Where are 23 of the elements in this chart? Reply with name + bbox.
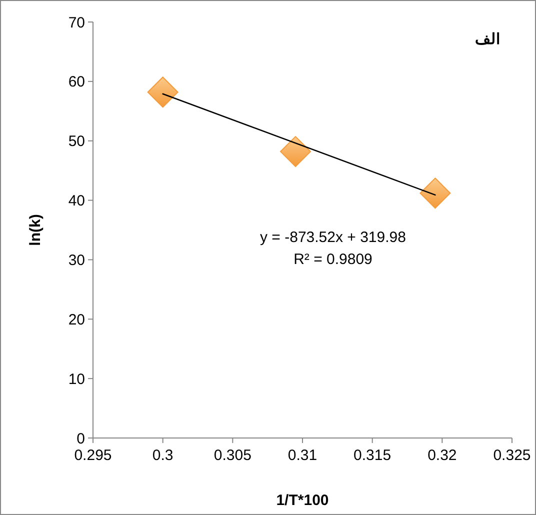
x-axis-title: 1/T*100 [276, 492, 329, 509]
point [420, 178, 451, 209]
text: الف [475, 31, 500, 48]
y-axis-title: ln(k) [27, 214, 44, 246]
y-tick-label: 0 [76, 430, 85, 448]
x-tick-label: 0.315 [354, 447, 392, 464]
x-tick-label: 0.305 [214, 447, 252, 464]
x-tick-label: 0.31 [288, 447, 318, 464]
y-tick-label: 70 [68, 14, 85, 32]
x-tick-label: 0.325 [493, 447, 531, 464]
y-tick-label: 20 [68, 311, 85, 328]
y-tick-label: 60 [68, 74, 85, 91]
annotation: y = -873.52x + 319.98 [260, 229, 406, 246]
annotation: R² = 0.9809 [294, 251, 372, 268]
y-tick-label: 50 [68, 133, 85, 150]
x-tick-label: 0.295 [74, 447, 112, 464]
y-tick-label: 40 [68, 192, 85, 210]
point [280, 136, 312, 168]
x-tick-label: 0.3 [152, 447, 174, 464]
y-tick-label: 30 [68, 252, 85, 269]
x-tick-label: 0.32 [428, 447, 457, 464]
y-tick-label: 10 [68, 370, 85, 388]
point [147, 76, 178, 108]
